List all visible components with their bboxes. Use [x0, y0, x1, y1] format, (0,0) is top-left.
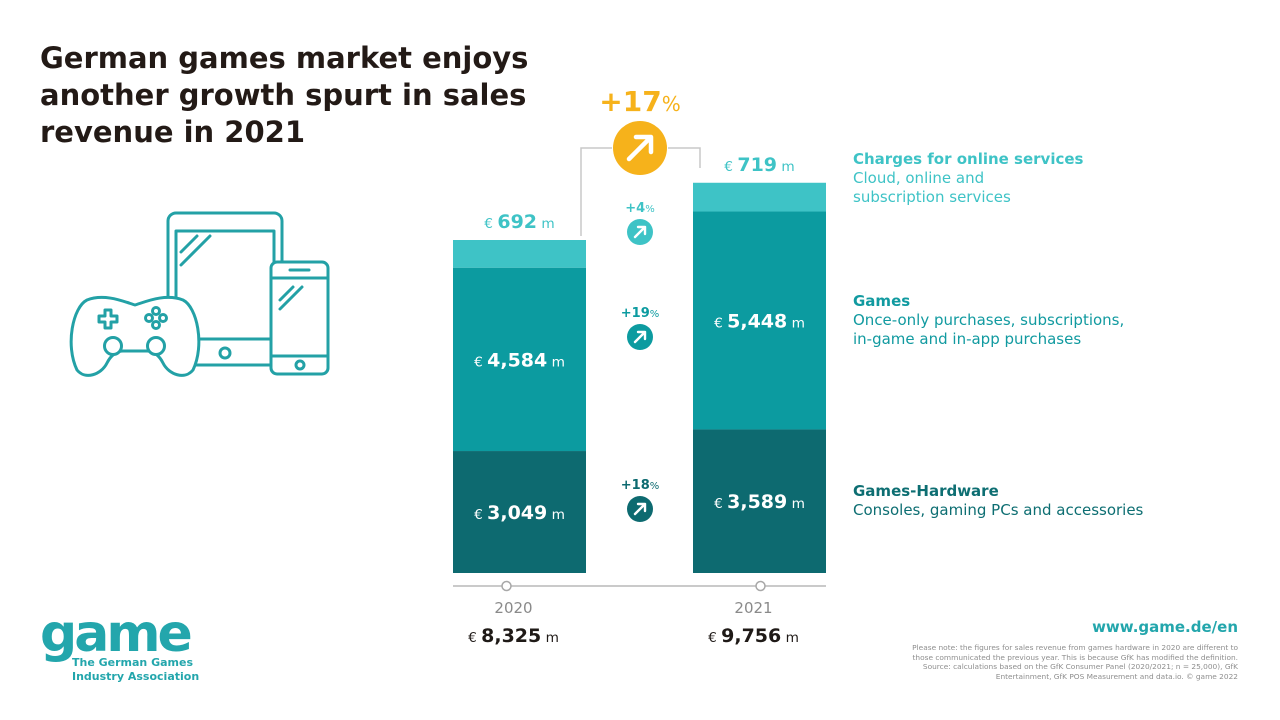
bar-games-2021 — [693, 211, 826, 430]
legend-subtext: Cloud, online and — [853, 169, 985, 187]
legend-games: Games Once-only purchases, subscriptions… — [853, 292, 1124, 349]
value-label: € 8,325 m — [468, 625, 559, 647]
gaming-devices-icon — [69, 211, 330, 377]
value-label: € 719 m — [724, 154, 794, 176]
legend-subtext: Consoles, gaming PCs and accessories — [853, 501, 1144, 519]
total-growth-glyph — [626, 134, 654, 162]
title-line: revenue in 2021 — [40, 115, 305, 149]
legend-subtext: Once-only purchases, subscriptions, — [853, 311, 1125, 329]
x-axis-tick — [755, 580, 766, 592]
x-axis-tick — [501, 580, 512, 592]
source-note: Please note: the figures for sales reven… — [878, 643, 1238, 681]
note-line: those communicated the previous year. Th… — [912, 652, 1239, 662]
title-line: German games market enjoys — [40, 41, 529, 75]
growth-arrow-icon — [627, 496, 653, 522]
total-bracket — [580, 147, 701, 236]
change-label-online: +4% — [625, 201, 654, 216]
value-label: € 3,589 m — [714, 491, 805, 513]
total-change-label: +17% — [599, 85, 680, 118]
logo-tagline: The German Games Industry Association — [72, 656, 222, 684]
legend-subtext: subscription services — [853, 188, 1011, 206]
growth-arrow-icon — [627, 324, 653, 350]
game-logo: game The German Games Industry Associati… — [40, 604, 199, 683]
growth-arrow-glyph — [633, 225, 647, 239]
value-label: € 9,756 m — [708, 625, 799, 647]
bar-online-2020 — [453, 240, 586, 268]
bar-hardware-2020 — [453, 451, 586, 573]
note-line: Source: calculations based on the GfK Co… — [922, 662, 1238, 671]
legend-heading: Games — [853, 292, 911, 310]
website-link[interactable]: www.game.de/en — [1092, 618, 1238, 636]
legend-games-hardware: Games-Hardware Consoles, gaming PCs and … — [853, 482, 1143, 520]
growth-arrow-glyph — [633, 502, 647, 516]
note-line: Entertainment, GfK POS Measurement and d… — [995, 671, 1238, 681]
x-tick-label: 2020 — [494, 599, 532, 617]
change-label-games: +19% — [621, 306, 660, 321]
legend-subtext: in-game and in-app purchases — [853, 330, 1082, 348]
page-title: German games market enjoys another growt… — [40, 40, 560, 151]
bar-online-2021 — [693, 182, 826, 212]
total-growth-icon — [613, 121, 667, 175]
value-label: € 4,584 m — [474, 349, 565, 371]
bar-games-2020 — [453, 267, 586, 452]
note-line: Please note: the figures for sales reven… — [912, 643, 1238, 652]
growth-arrow-icon — [627, 219, 653, 245]
value-label: € 5,448 m — [714, 310, 805, 332]
legend-heading: Charges for online services — [853, 150, 1084, 168]
value-label: € 692 m — [484, 211, 554, 233]
logo-tagline-line: The German Games — [72, 656, 194, 669]
legend-online-services: Charges for online services Cloud, onlin… — [853, 150, 1083, 207]
x-tick-label: 2021 — [734, 599, 772, 617]
logo-tagline-line: Industry Association — [72, 670, 200, 683]
bar-hardware-2021 — [693, 429, 826, 573]
legend-heading: Games-Hardware — [853, 482, 999, 500]
value-label: € 3,049 m — [474, 502, 565, 524]
growth-arrow-glyph — [633, 330, 647, 344]
logo-wordmark: game — [40, 604, 193, 664]
change-label-hardware: +18% — [621, 478, 660, 493]
title-line: another growth spurt in sales — [40, 78, 527, 112]
